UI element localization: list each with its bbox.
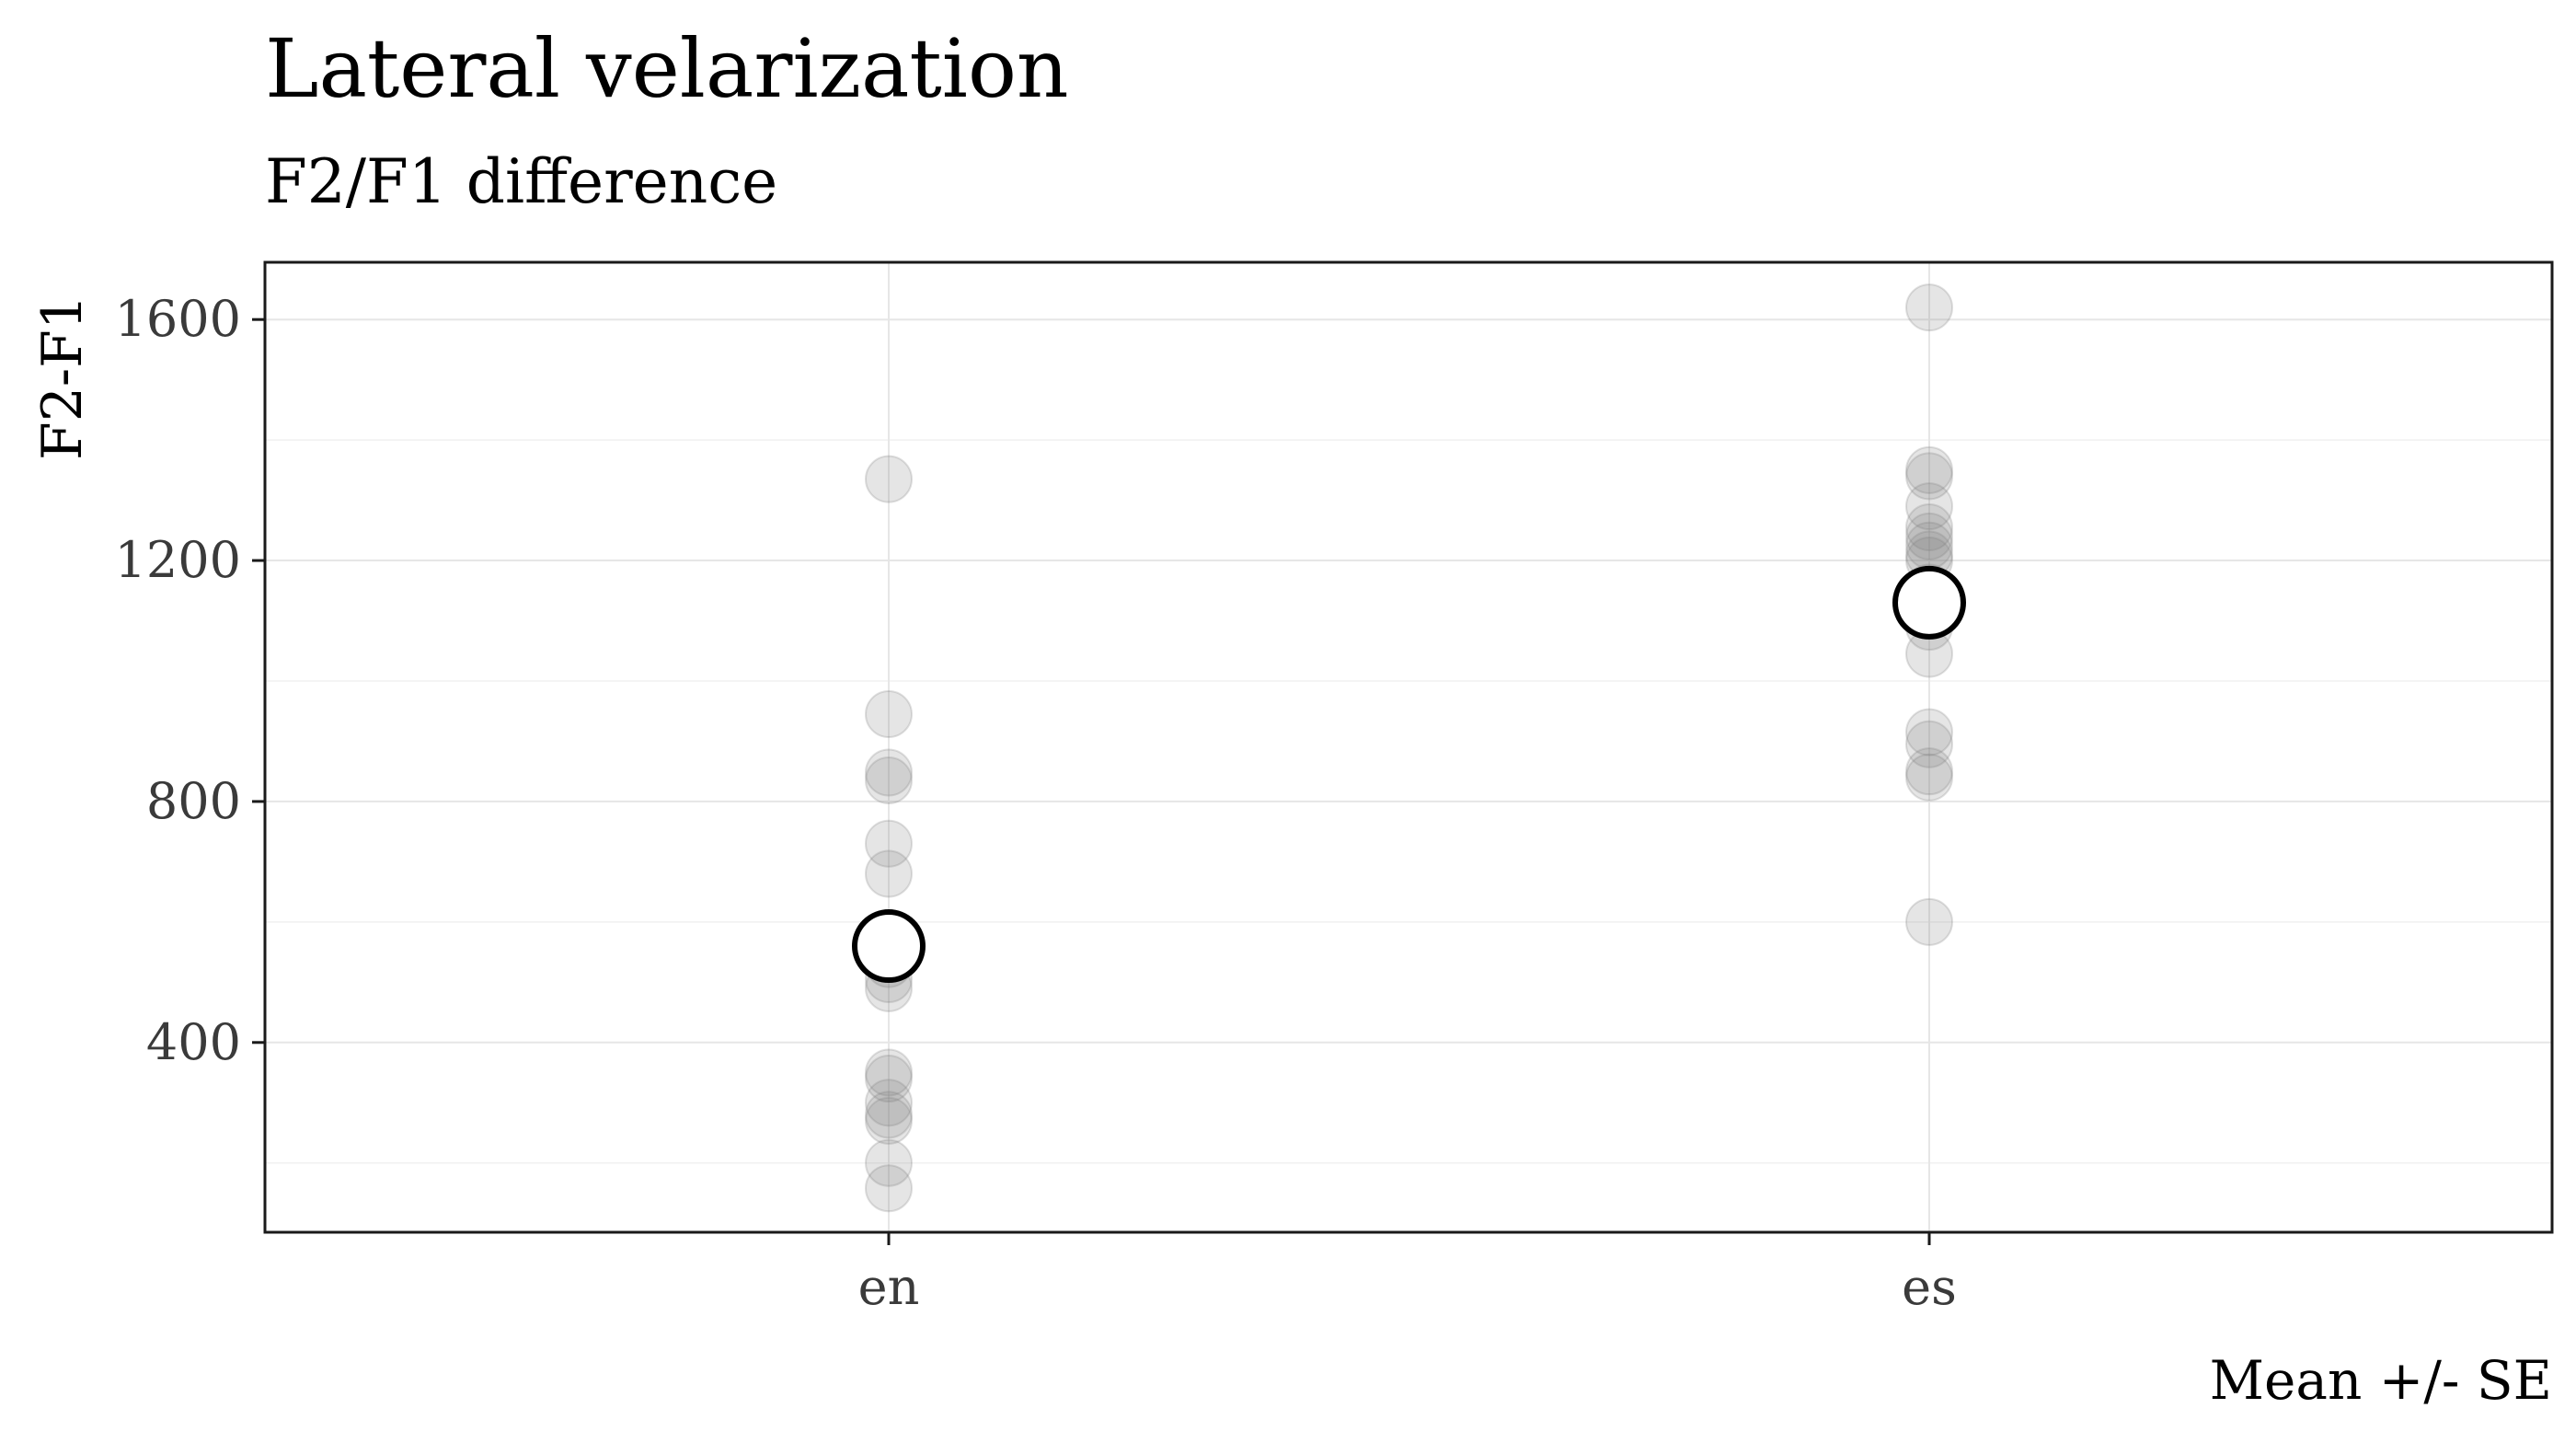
observation-point [865, 748, 913, 797]
observation-point [1905, 747, 1953, 796]
chart-title: Lateral velarization [265, 21, 1069, 116]
x-axis: en es [858, 1232, 1957, 1316]
observation-point [1905, 708, 1953, 756]
observation-point [865, 689, 913, 738]
y-tick-label: 400 [146, 1013, 241, 1071]
observation-point [1905, 445, 1953, 494]
observation-point [865, 1096, 913, 1145]
chart-subtitle: F2/F1 difference [265, 146, 777, 217]
observation-point [865, 1048, 913, 1097]
observation-point [1905, 512, 1953, 560]
observation-point [865, 849, 913, 898]
x-tick-label: en [858, 1258, 920, 1316]
x-tick-label: es [1902, 1258, 1957, 1316]
observation-point [865, 1164, 913, 1213]
observation-point [865, 1091, 913, 1139]
observation-point [1905, 753, 1953, 802]
observation-point [865, 819, 913, 868]
y-tick-label: 1600 [115, 290, 241, 348]
observation-point [1905, 720, 1953, 768]
y-tick-label: 1200 [115, 531, 241, 589]
observation-point [1905, 897, 1953, 946]
observation-point [865, 1079, 913, 1127]
mean-point [852, 909, 926, 984]
y-axis: 400 800 1200 1600 [115, 290, 265, 1071]
observation-point [865, 756, 913, 805]
observation-point [1905, 482, 1953, 531]
observation-points [865, 283, 1953, 1213]
observation-point [1905, 503, 1953, 552]
panel-border [263, 260, 2554, 1234]
grid-lines [265, 262, 2552, 1232]
y-tick-label: 800 [146, 772, 241, 830]
observation-point [865, 455, 913, 503]
observation-point [865, 1055, 913, 1103]
mean-points [852, 565, 1966, 984]
observation-point [1905, 283, 1953, 332]
observation-point [1905, 452, 1953, 501]
observation-point [865, 1138, 913, 1187]
y-axis-label: F2-F1 [30, 294, 95, 460]
mean-point [1892, 565, 1966, 640]
caption: Mean +/- SE [2210, 1349, 2552, 1412]
